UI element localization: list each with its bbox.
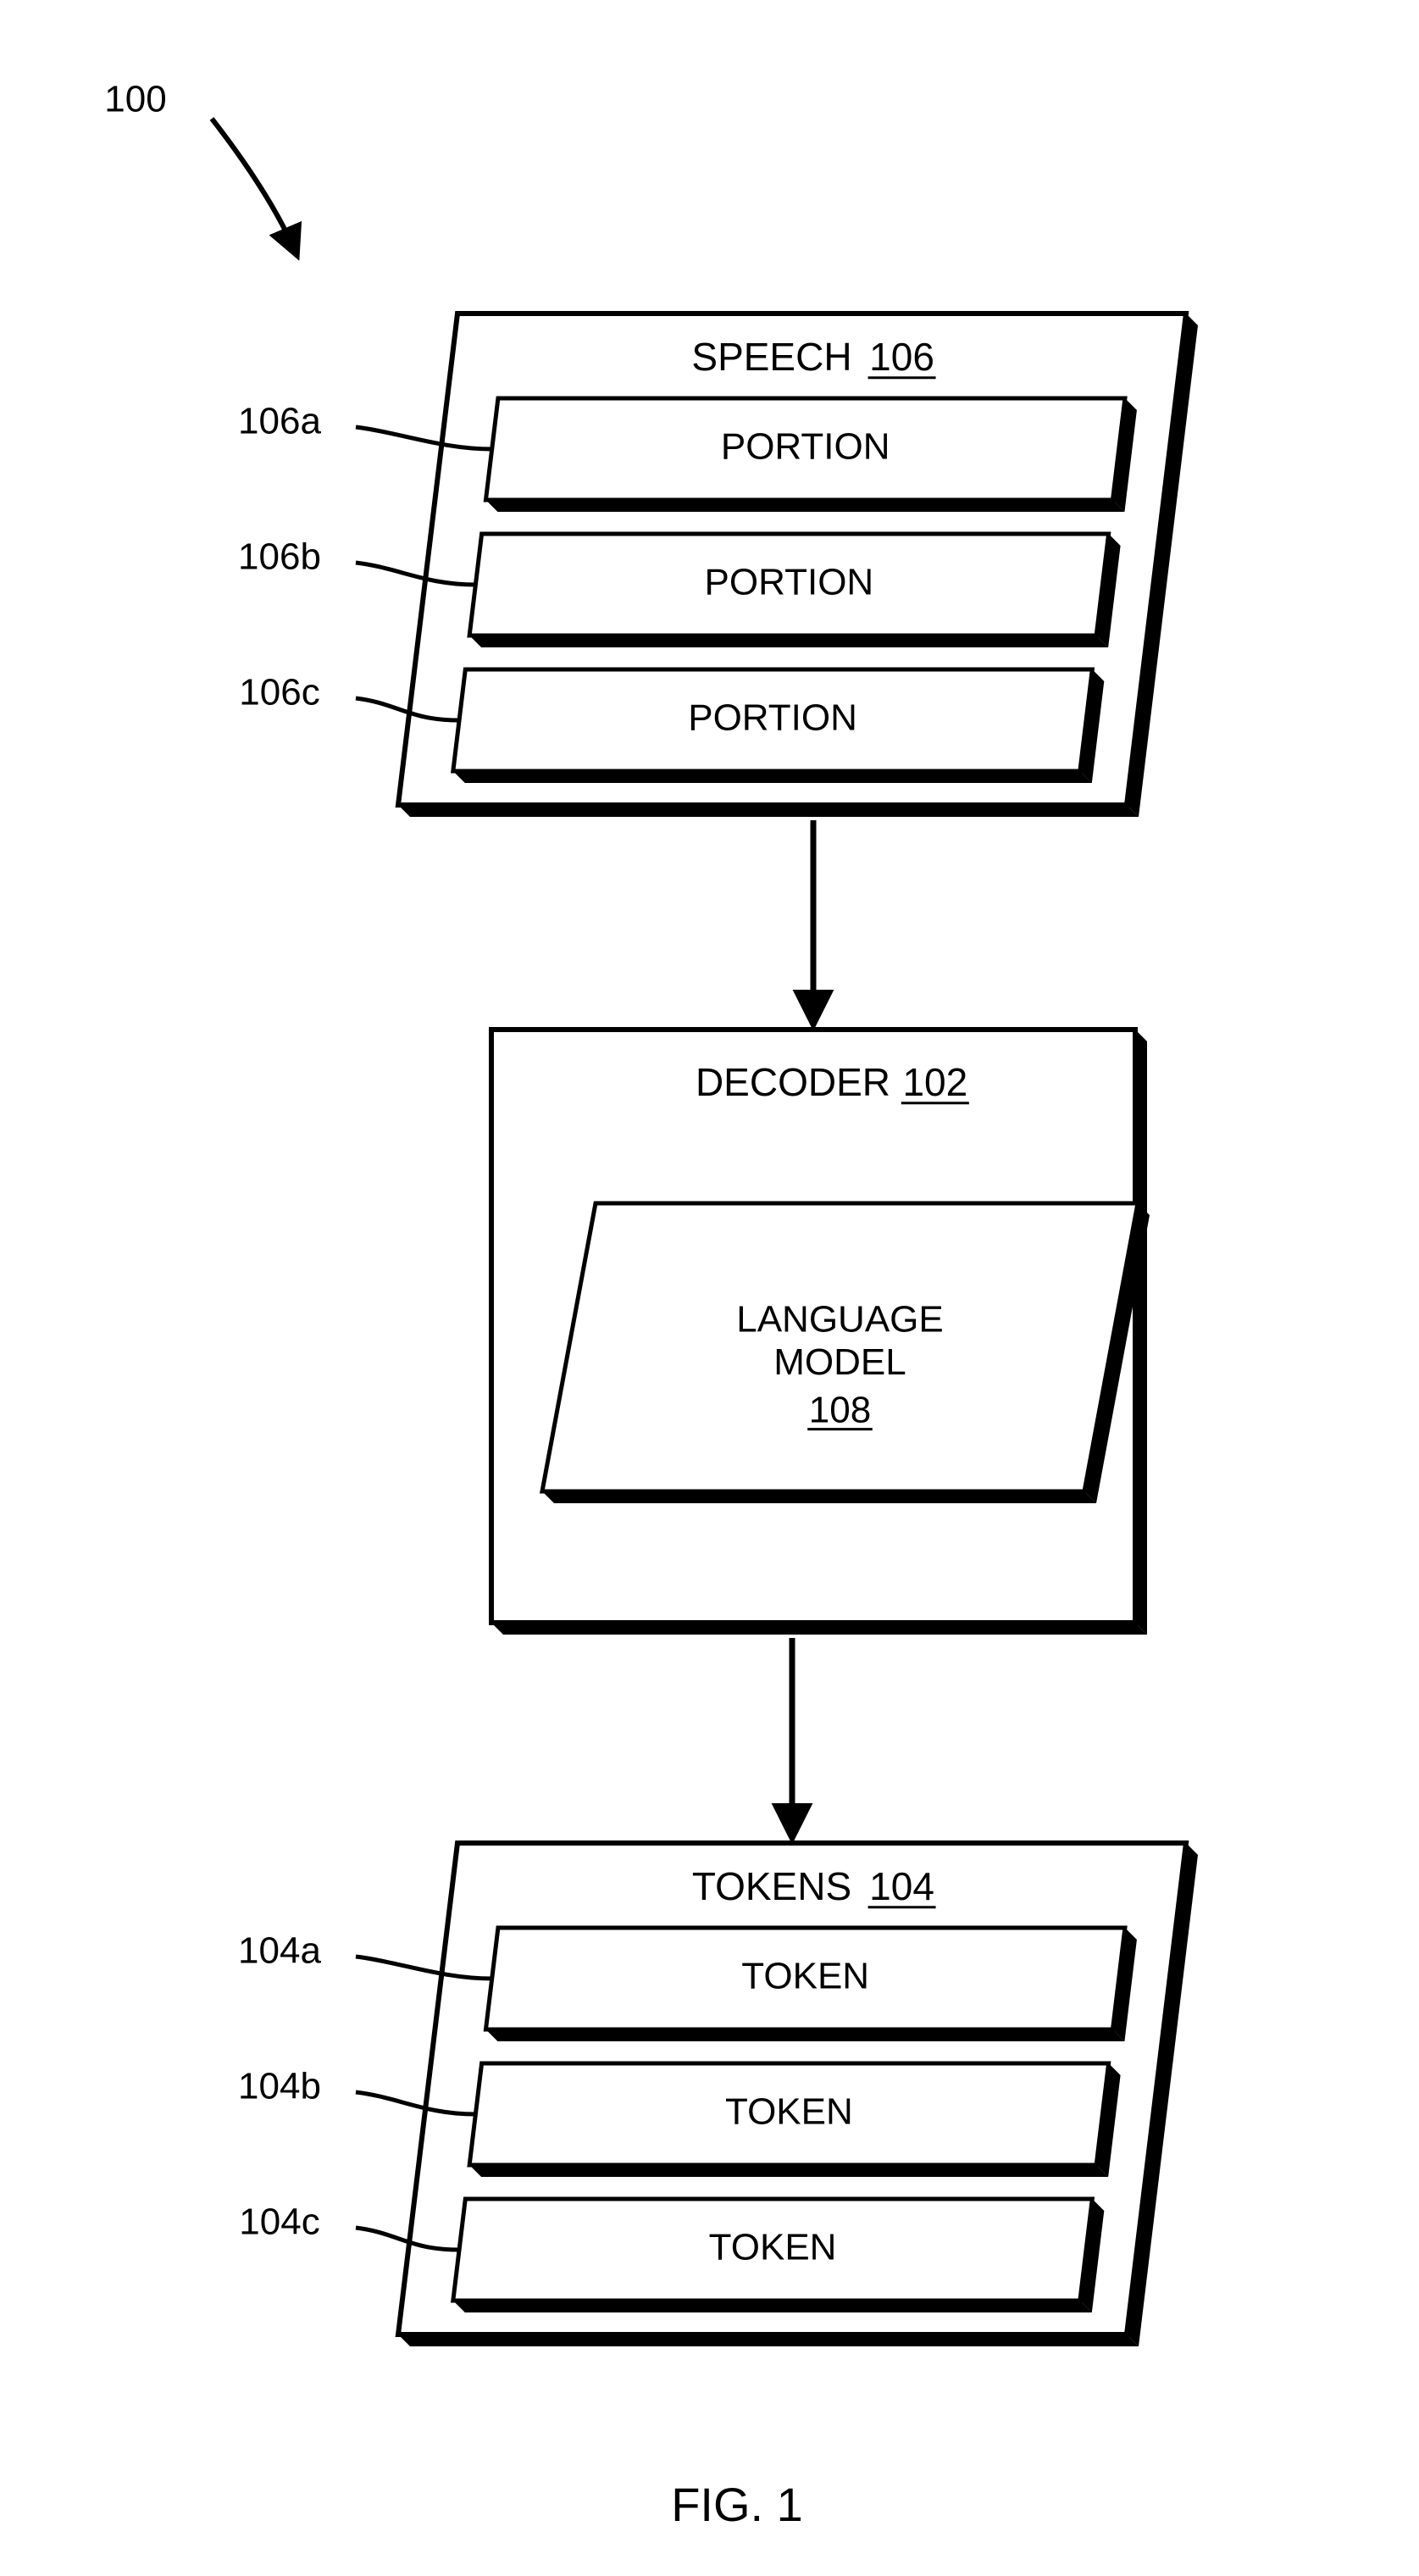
language-model-block: LANGUAGEMODEL 108 bbox=[542, 1203, 1150, 1503]
svg-text:DECODER: DECODER bbox=[696, 1060, 890, 1104]
svg-text:TOKENS: TOKENS bbox=[692, 1864, 851, 1908]
svg-text:106: 106 bbox=[869, 335, 934, 379]
svg-text:TOKEN: TOKEN bbox=[741, 1956, 869, 1997]
svg-text:PORTION: PORTION bbox=[705, 562, 874, 603]
svg-text:SPEECH: SPEECH bbox=[691, 335, 851, 379]
svg-text:PORTION: PORTION bbox=[721, 426, 890, 468]
svg-text:106a: 106a bbox=[238, 401, 321, 442]
svg-text:LANGUAGE: LANGUAGE bbox=[736, 1298, 944, 1340]
svg-text:TOKEN: TOKEN bbox=[709, 2227, 837, 2268]
svg-text:PORTION: PORTION bbox=[688, 697, 857, 739]
svg-text:MODEL: MODEL bbox=[773, 1341, 906, 1383]
svg-text:106b: 106b bbox=[238, 536, 321, 578]
svg-text:100: 100 bbox=[104, 79, 166, 120]
diagram-root: 100 SPEECH 106 PORTION 106a PORTION 106b PORTIO… bbox=[0, 0, 1419, 2576]
svg-text:104b: 104b bbox=[238, 2066, 321, 2107]
svg-text:102: 102 bbox=[902, 1060, 967, 1104]
svg-text:104c: 104c bbox=[239, 2201, 319, 2243]
svg-text:104: 104 bbox=[869, 1864, 934, 1908]
svg-text:106c: 106c bbox=[239, 672, 319, 713]
decoder-block: DECODER 102 LANGUAGEMODEL 108 bbox=[491, 1030, 1150, 1635]
svg-text:108: 108 bbox=[809, 1389, 871, 1430]
svg-text:TOKEN: TOKEN bbox=[725, 2091, 853, 2133]
figure-caption: FIG. 1 bbox=[671, 2478, 803, 2531]
svg-text:104a: 104a bbox=[238, 1930, 321, 1972]
